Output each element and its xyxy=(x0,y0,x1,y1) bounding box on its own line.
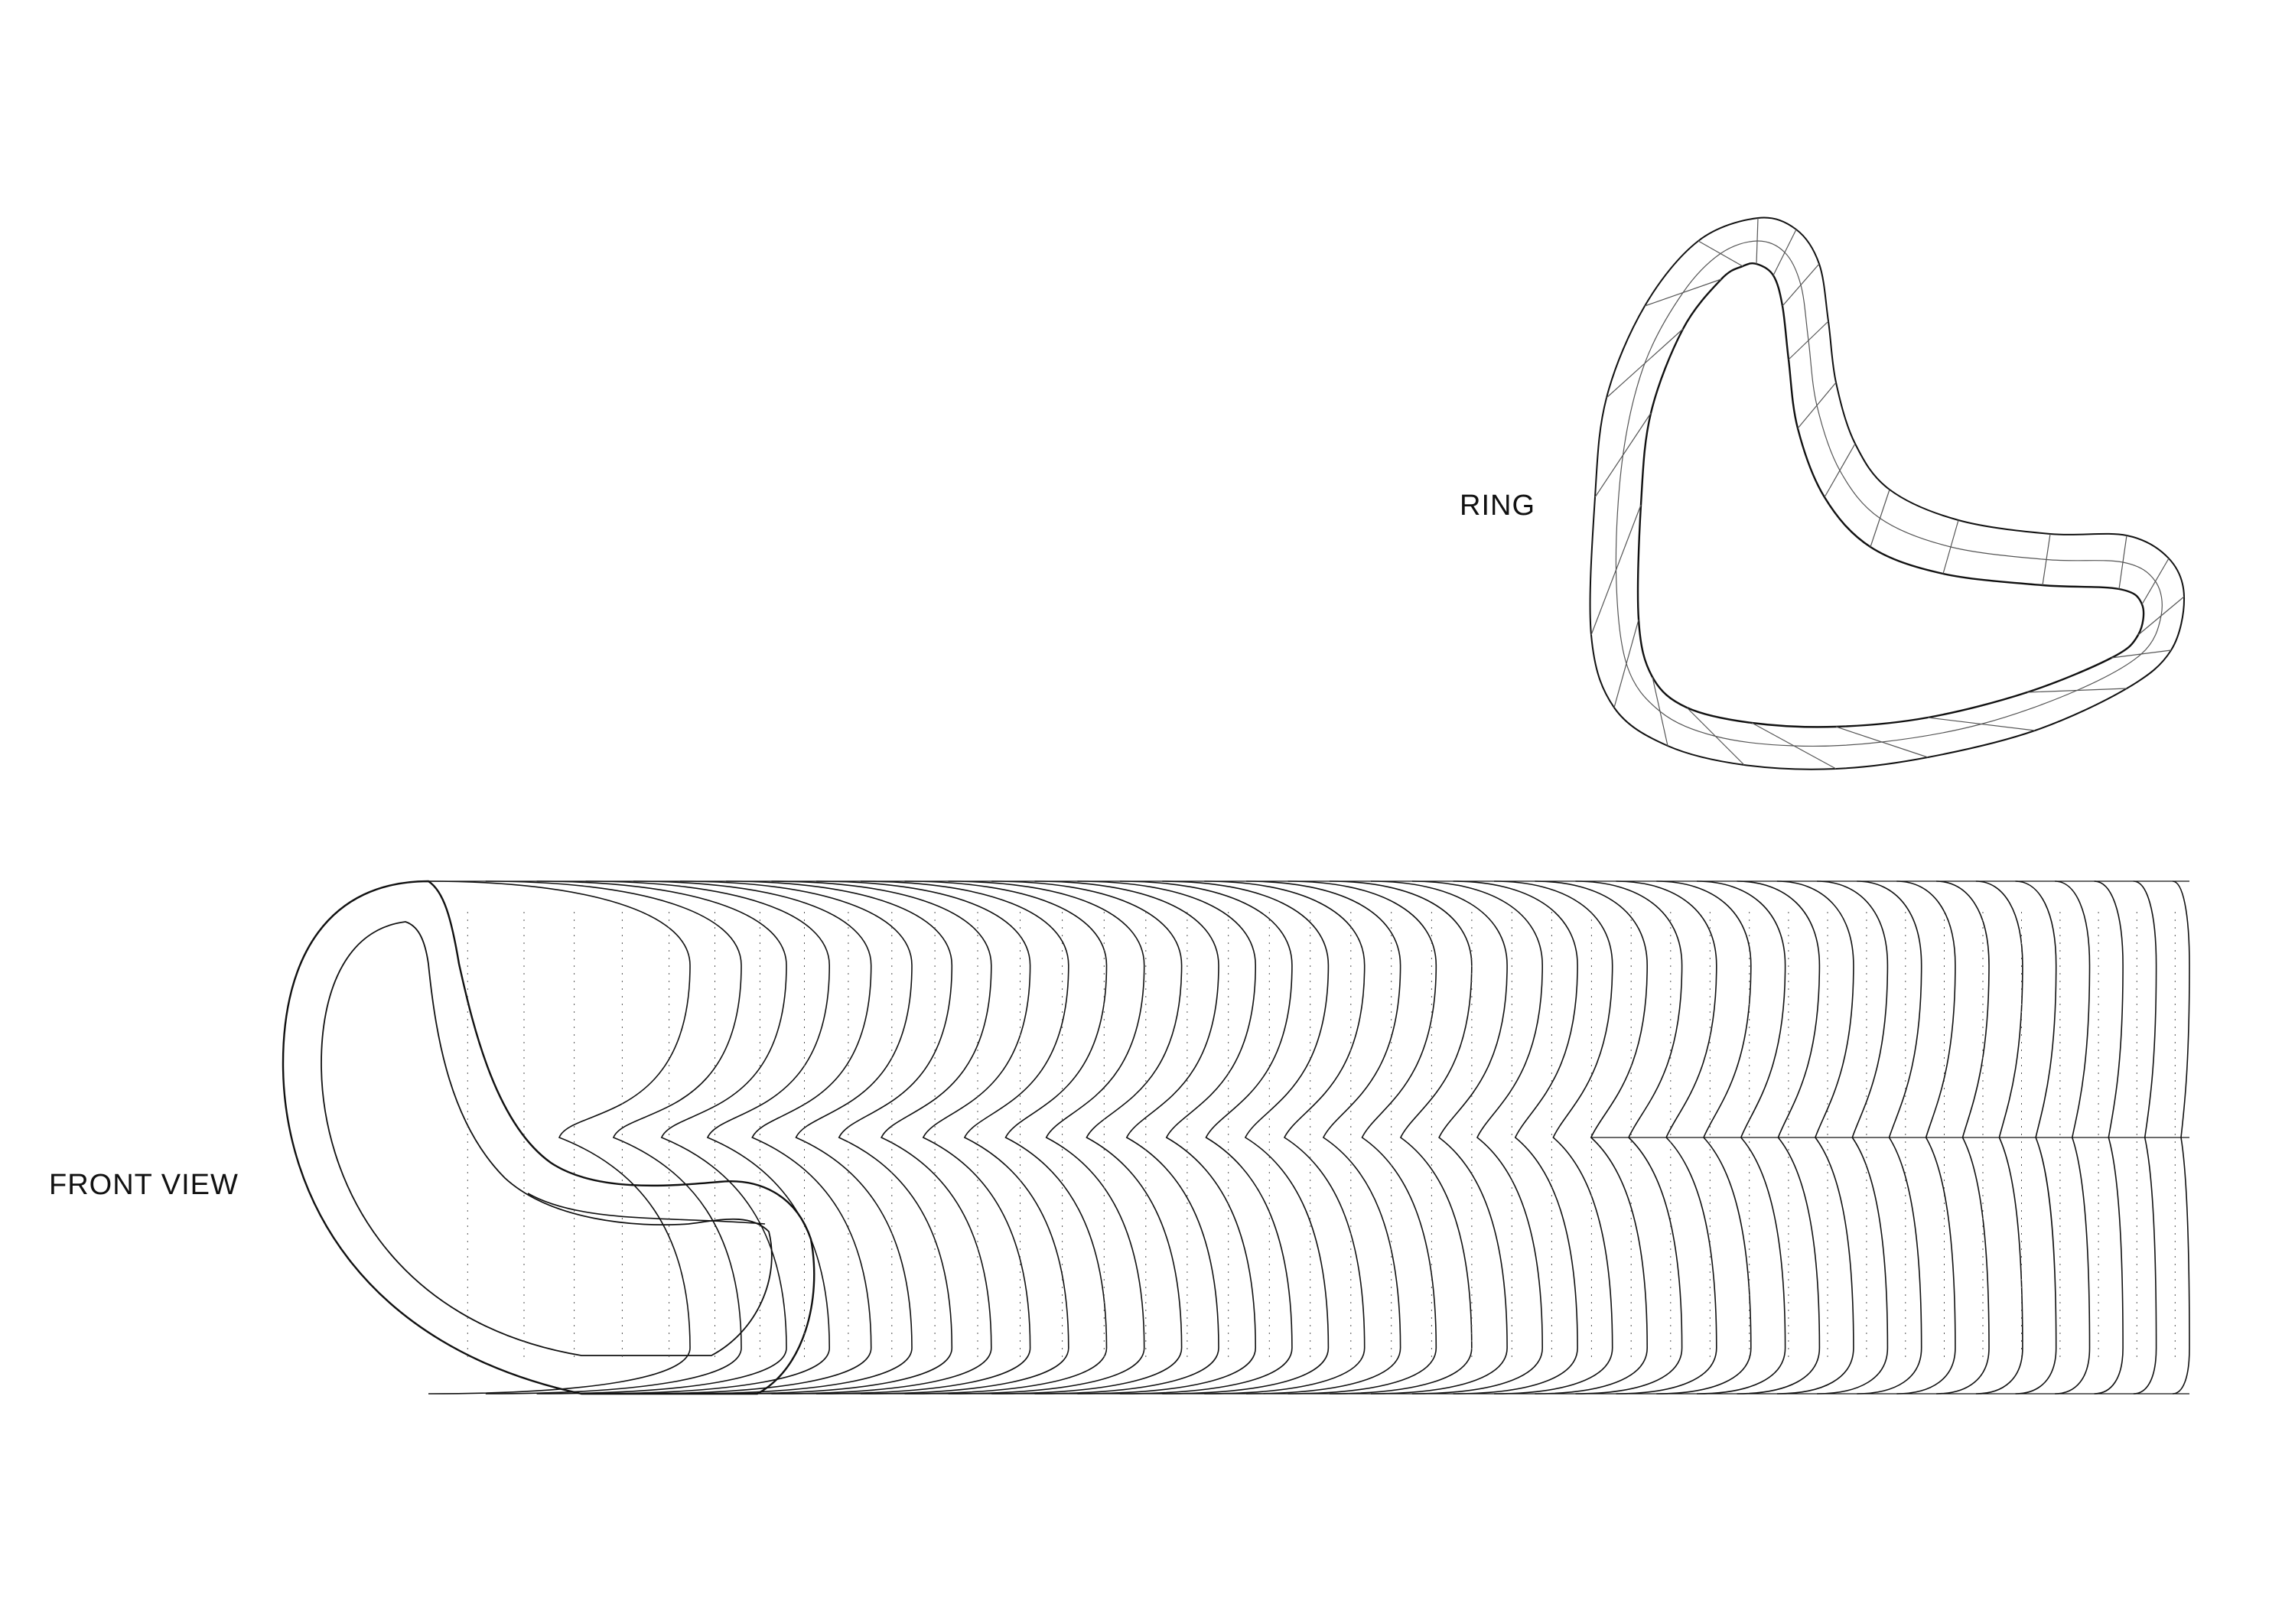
front-view-profile-outer xyxy=(282,880,815,1395)
ring-segment-line xyxy=(1686,707,1745,766)
ring-segment-line xyxy=(1942,519,1959,574)
ring-mid-line xyxy=(1615,240,2163,747)
front-view-ring-slice xyxy=(485,880,742,1395)
ring-outline xyxy=(1589,216,2186,770)
front-view-ring-slice xyxy=(1034,880,1219,1395)
ring-segment-line xyxy=(1644,278,1722,307)
ring-segment-line xyxy=(1698,240,1743,267)
ring-segment-line xyxy=(1773,229,1797,276)
ring-segment-line xyxy=(1824,443,1856,498)
ring-segment-line xyxy=(1756,217,1759,265)
front-view-extrusion xyxy=(282,880,2190,1395)
front-view-ring-slice xyxy=(1162,880,1330,1395)
front-view-ring-slice xyxy=(1119,880,1293,1395)
front-view-ring-slice xyxy=(1077,880,1257,1395)
ring-segment-line xyxy=(1797,382,1837,429)
front-view-ring-slice xyxy=(428,880,691,1395)
ring-outer-edge xyxy=(1589,216,2186,770)
ring-segment-line xyxy=(1835,726,1929,758)
front-view-ring-slice xyxy=(991,880,1183,1395)
ring-segment-line xyxy=(2042,533,2051,586)
ring-segment-line xyxy=(1613,619,1639,708)
ring-segment-line xyxy=(2141,558,2170,605)
ring-segment-line xyxy=(2111,649,2172,659)
ring-segment-line xyxy=(2026,688,2127,693)
ring-label: RING xyxy=(1460,490,1535,522)
front-view-ring-slice xyxy=(1329,880,1473,1395)
front-view-ring-slice xyxy=(585,880,831,1395)
ring-segment-line xyxy=(1788,321,1829,360)
front-view-ring-slice xyxy=(536,880,787,1395)
front-view-ring-slice xyxy=(633,880,872,1395)
front-view-ring-slice xyxy=(860,880,1069,1395)
ring-segment-line xyxy=(1870,489,1890,548)
ring-segment-line xyxy=(2118,535,2127,590)
front-view-ring-slice xyxy=(771,880,992,1395)
ring-inner-edge xyxy=(1636,262,2145,728)
front-view-label: FRONT VIEW xyxy=(49,1169,239,1201)
ring-segment-line xyxy=(2137,596,2185,636)
front-view-ring-slice xyxy=(948,880,1145,1395)
front-view-ring-slice xyxy=(1204,880,1366,1395)
front-view-ring-slice xyxy=(726,880,953,1395)
front-view-ring-slice xyxy=(815,880,1031,1395)
front-view-ring-slice xyxy=(1287,880,1437,1395)
ring-segment-line xyxy=(1590,504,1642,636)
front-view-ring-slice xyxy=(1453,880,1578,1395)
front-view-ring-slice xyxy=(1370,880,1508,1395)
ring-segment-line xyxy=(1782,263,1820,307)
front-view-ring-slice xyxy=(1535,880,1649,1395)
front-view-ring-slice xyxy=(679,880,913,1395)
front-view-ring-slice xyxy=(1494,880,1613,1395)
ring-segment-line xyxy=(1751,722,1837,770)
front-view-fold-line xyxy=(527,1193,766,1225)
front-view-ring-slice xyxy=(1246,880,1401,1395)
front-view-ring-slice xyxy=(1411,880,1544,1395)
front-view-ring-slice xyxy=(904,880,1108,1395)
ring-segment-line xyxy=(1927,717,2036,731)
front-view-profile-inner xyxy=(321,921,773,1356)
ring-segment-line xyxy=(1652,676,1668,747)
ring-segment-line xyxy=(1594,412,1652,498)
ring-segment-line xyxy=(1606,328,1684,399)
